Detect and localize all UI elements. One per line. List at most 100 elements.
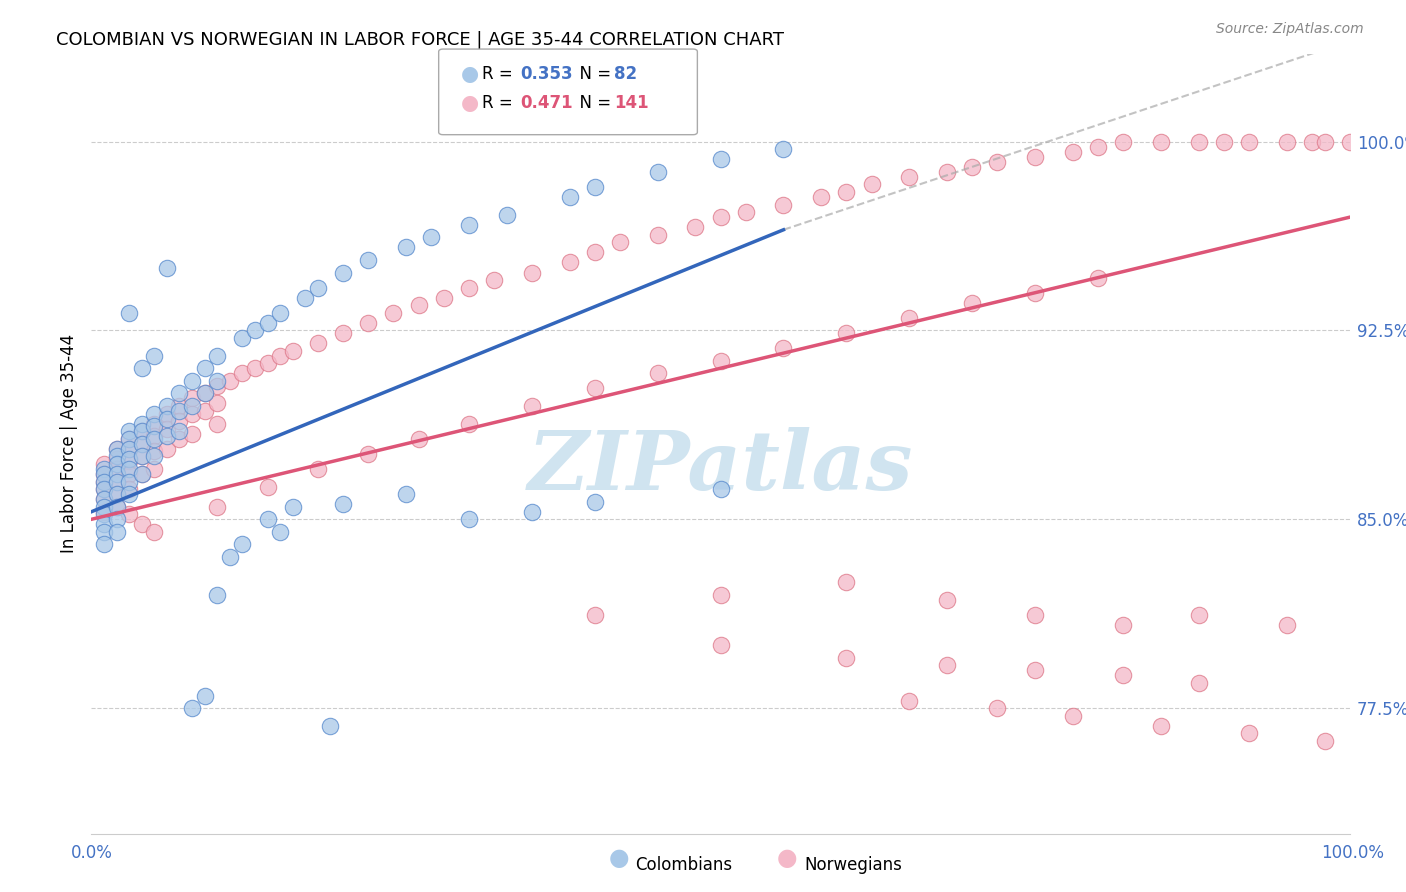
Point — [256, 479, 278, 493]
Text: R =: R = — [482, 65, 519, 83]
Point — [205, 379, 228, 393]
Point — [1062, 145, 1084, 159]
Point — [169, 404, 191, 418]
Point — [243, 323, 266, 337]
Point — [118, 442, 141, 456]
Point — [457, 280, 479, 294]
Text: 0.353: 0.353 — [520, 65, 572, 83]
Point — [118, 432, 141, 446]
Point — [169, 432, 191, 446]
Point — [1188, 676, 1211, 690]
Point — [105, 450, 128, 464]
Point — [1150, 135, 1173, 149]
Point — [131, 517, 153, 532]
Point — [1212, 135, 1236, 149]
Point — [319, 719, 342, 733]
Point — [647, 165, 669, 179]
Text: 0.0%: 0.0% — [70, 844, 112, 862]
Point — [1313, 734, 1336, 748]
Point — [93, 492, 115, 507]
Point — [169, 399, 191, 413]
Point — [583, 180, 606, 194]
Point — [1112, 618, 1135, 632]
Point — [156, 429, 179, 443]
Point — [218, 374, 240, 388]
Point — [936, 165, 959, 179]
Point — [1237, 135, 1260, 149]
Point — [898, 310, 921, 325]
Point — [243, 361, 266, 376]
Text: N =: N = — [569, 95, 617, 112]
Point — [1188, 135, 1211, 149]
Point — [1087, 139, 1109, 153]
Point — [835, 185, 858, 199]
Point — [218, 550, 240, 565]
Point — [93, 467, 115, 481]
Point — [93, 537, 115, 551]
Text: ●: ● — [461, 64, 479, 84]
Point — [105, 457, 128, 471]
Point — [105, 475, 128, 489]
Point — [93, 492, 115, 507]
Point — [1275, 618, 1298, 632]
Point — [962, 160, 984, 174]
Point — [131, 467, 153, 481]
Point — [131, 467, 153, 481]
Point — [181, 407, 204, 421]
Point — [118, 451, 141, 466]
Point — [143, 432, 166, 446]
Point — [118, 462, 141, 476]
Point — [1237, 726, 1260, 740]
Point — [105, 475, 128, 489]
Point — [269, 306, 291, 320]
Point — [131, 424, 153, 438]
Point — [93, 482, 115, 496]
Point — [118, 306, 141, 320]
Point — [583, 494, 606, 508]
Point — [131, 436, 153, 450]
Text: Colombians: Colombians — [636, 856, 733, 874]
Point — [169, 414, 191, 428]
Point — [835, 575, 858, 590]
Point — [256, 512, 278, 526]
Point — [118, 508, 141, 522]
Point — [986, 154, 1008, 169]
Point — [1024, 150, 1046, 164]
Point — [131, 424, 153, 438]
Point — [294, 291, 316, 305]
Point — [105, 487, 128, 501]
Point — [1275, 135, 1298, 149]
Point — [231, 331, 253, 345]
Point — [256, 356, 278, 370]
Point — [583, 381, 606, 395]
Point — [118, 487, 141, 501]
Point — [131, 361, 153, 376]
Text: ●: ● — [461, 94, 479, 113]
Point — [143, 462, 166, 476]
Text: 141: 141 — [614, 95, 650, 112]
Point — [835, 326, 858, 340]
Point — [93, 467, 115, 481]
Text: Norwegians: Norwegians — [804, 856, 903, 874]
Point — [143, 524, 166, 539]
Point — [962, 295, 984, 310]
Point — [118, 467, 141, 481]
Point — [433, 291, 456, 305]
Point — [231, 366, 253, 380]
Point — [93, 500, 115, 514]
Point — [772, 197, 794, 211]
Point — [936, 658, 959, 673]
Point — [269, 349, 291, 363]
Point — [93, 505, 115, 519]
Point — [93, 462, 115, 476]
Point — [558, 190, 581, 204]
Point — [332, 497, 354, 511]
Point — [860, 178, 883, 192]
Point — [734, 205, 756, 219]
Point — [520, 266, 543, 280]
Point — [156, 411, 179, 425]
Point — [357, 316, 380, 330]
Point — [93, 482, 115, 496]
Point — [143, 419, 166, 434]
Point — [105, 442, 128, 456]
